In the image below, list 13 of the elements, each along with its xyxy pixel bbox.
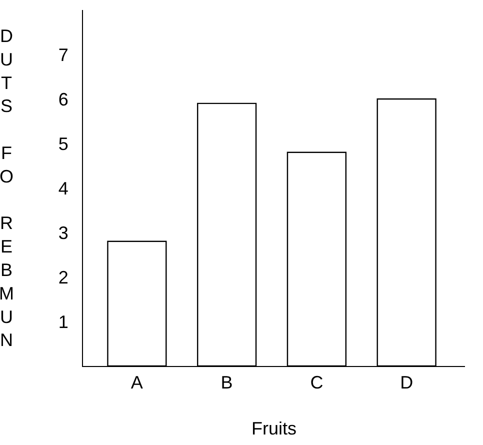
x-tick-label: C bbox=[310, 372, 324, 393]
x-tick-label: B bbox=[220, 372, 233, 393]
y-tick-label: 3 bbox=[58, 222, 68, 243]
x-axis-title: Fruits bbox=[252, 418, 296, 439]
y-tick-label: 5 bbox=[58, 134, 68, 154]
y-tick-label: 7 bbox=[58, 44, 68, 65]
x-tick-label: A bbox=[130, 372, 143, 393]
y-tick-label: 2 bbox=[58, 267, 68, 288]
y-tick-label: 4 bbox=[58, 178, 68, 198]
x-tick-label: D bbox=[400, 372, 414, 393]
y-tick-label: 6 bbox=[58, 89, 68, 110]
text: DUTS FO REBMUN bbox=[0, 26, 14, 350]
y-tick-label: 1 bbox=[58, 312, 68, 332]
